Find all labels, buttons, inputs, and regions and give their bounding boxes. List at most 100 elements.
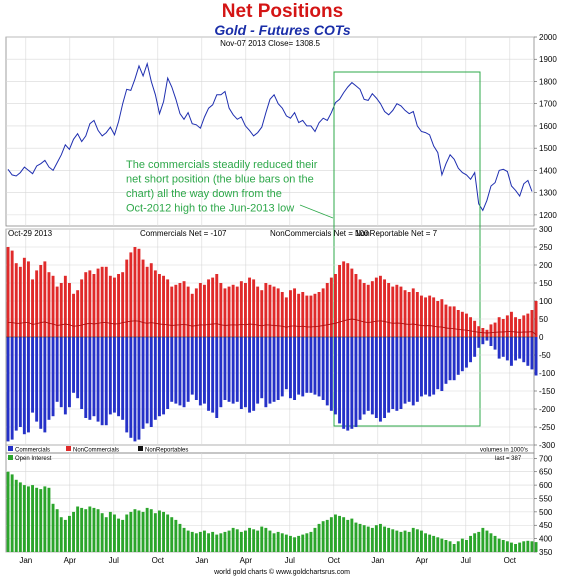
commercials-bar bbox=[203, 337, 206, 404]
noncommercials-bar bbox=[18, 266, 22, 337]
noncommercials-bar bbox=[219, 283, 223, 337]
noncommercials-bar bbox=[55, 286, 59, 337]
open-interest-bar bbox=[395, 530, 399, 552]
commercials-bar bbox=[137, 337, 141, 440]
open-interest-bar bbox=[100, 513, 104, 552]
noncommercials-bar bbox=[370, 281, 374, 337]
price-ytick-label: 1400 bbox=[539, 166, 557, 175]
commercials-bar bbox=[145, 337, 149, 424]
commercials-bar bbox=[420, 337, 423, 397]
commercials-bar bbox=[88, 337, 92, 420]
open-interest-bar bbox=[158, 510, 161, 552]
open-interest-bar bbox=[47, 487, 51, 552]
noncommercials-bar bbox=[489, 324, 493, 337]
noncommercials-bar bbox=[374, 277, 378, 337]
noncommercials-bar bbox=[207, 279, 210, 337]
commercials-bar bbox=[178, 337, 182, 406]
commercials-bar bbox=[440, 337, 444, 391]
noncommercials-bar bbox=[362, 283, 366, 337]
open-interest-bar bbox=[530, 541, 534, 552]
commercials-bar bbox=[68, 337, 71, 408]
open-interest-bar bbox=[354, 522, 358, 552]
open-interest-bar bbox=[346, 519, 350, 552]
commercials-bar bbox=[141, 337, 145, 429]
price-ytick-label: 1600 bbox=[539, 122, 557, 131]
noncommercials-bar bbox=[395, 284, 399, 337]
noncommercials-bar bbox=[96, 268, 100, 337]
open-interest-bar bbox=[182, 527, 186, 552]
noncommercials-bar bbox=[6, 247, 10, 337]
open-interest-bar bbox=[121, 519, 125, 552]
commercials-bar bbox=[14, 337, 18, 431]
noncommercials-bar bbox=[211, 277, 215, 337]
open-interest-bar bbox=[76, 506, 80, 552]
xaxis-month-label: Apr bbox=[240, 556, 253, 565]
noncommercials-bar bbox=[497, 317, 501, 337]
commercials-bar bbox=[411, 337, 415, 406]
commercials-bar bbox=[133, 337, 137, 442]
open-interest-bar bbox=[190, 531, 194, 552]
commercials-bar bbox=[379, 337, 382, 422]
noncommercials-bar bbox=[329, 277, 333, 337]
open-interest-bar bbox=[92, 507, 96, 552]
open-interest-bar bbox=[387, 527, 391, 552]
oi-ytick-label: 700 bbox=[539, 454, 553, 463]
open-interest-bar bbox=[145, 507, 149, 552]
open-interest-bar bbox=[149, 509, 153, 552]
noncommercials-bar bbox=[514, 317, 517, 337]
commercials-bar bbox=[448, 337, 452, 381]
commercials-bar bbox=[305, 337, 309, 393]
open-interest-bar bbox=[399, 531, 403, 552]
noncommercials-bar bbox=[153, 270, 157, 337]
open-interest-bar bbox=[465, 540, 468, 552]
commercials-bar bbox=[113, 337, 116, 413]
commercials-bar bbox=[293, 337, 296, 400]
cot-ytick-label: -250 bbox=[539, 423, 556, 432]
open-interest-bar bbox=[80, 507, 84, 552]
open-interest-bar bbox=[280, 533, 284, 552]
cot-ytick-label: 250 bbox=[539, 243, 553, 252]
oi-ytick-label: 500 bbox=[539, 508, 553, 517]
cot-ytick-label: -300 bbox=[539, 441, 556, 450]
oi-ytick-label: 350 bbox=[539, 548, 553, 557]
commercials-bar bbox=[198, 337, 202, 406]
open-interest-bar bbox=[374, 525, 378, 552]
noncommercials-bar bbox=[272, 286, 276, 337]
commercials-bar bbox=[301, 337, 305, 397]
commercials-bar bbox=[149, 337, 153, 427]
open-interest-bar bbox=[362, 525, 366, 552]
commercials-bar bbox=[260, 337, 264, 399]
commercials-bar bbox=[244, 337, 247, 408]
open-interest-bar bbox=[27, 486, 30, 552]
commercials-bar bbox=[117, 337, 120, 417]
commercials-bar bbox=[370, 337, 374, 415]
noncommercials-bar bbox=[313, 293, 317, 337]
open-interest-bar bbox=[51, 503, 55, 552]
noncommercials-bar bbox=[301, 292, 305, 337]
xaxis-month-label: Apr bbox=[64, 556, 77, 565]
commercials-bar bbox=[223, 337, 227, 400]
noncommercials-bar bbox=[465, 313, 468, 337]
price-ytick-label: 1300 bbox=[539, 189, 557, 198]
open-interest-bar bbox=[219, 533, 223, 552]
commercials-bar bbox=[444, 337, 448, 384]
open-interest-bar bbox=[227, 530, 231, 552]
open-interest-bar bbox=[497, 538, 501, 552]
open-interest-bar bbox=[31, 485, 34, 552]
cot-header-item: NonReportable Net = 7 bbox=[355, 229, 438, 238]
noncommercials-bar bbox=[239, 281, 243, 337]
open-interest-bar bbox=[428, 534, 432, 552]
open-interest-bar bbox=[505, 541, 509, 552]
open-interest-bar bbox=[264, 527, 268, 552]
commercials-bar bbox=[485, 337, 489, 341]
open-interest-bar bbox=[366, 526, 370, 552]
open-interest-bar bbox=[444, 540, 448, 552]
open-interest-bar bbox=[174, 519, 178, 552]
commercials-bar bbox=[522, 337, 526, 363]
open-interest-bar bbox=[108, 511, 112, 552]
commercials-bar bbox=[272, 337, 276, 402]
open-interest-bar bbox=[334, 514, 337, 552]
commercials-bar bbox=[239, 337, 243, 409]
commercials-bar bbox=[460, 337, 464, 372]
